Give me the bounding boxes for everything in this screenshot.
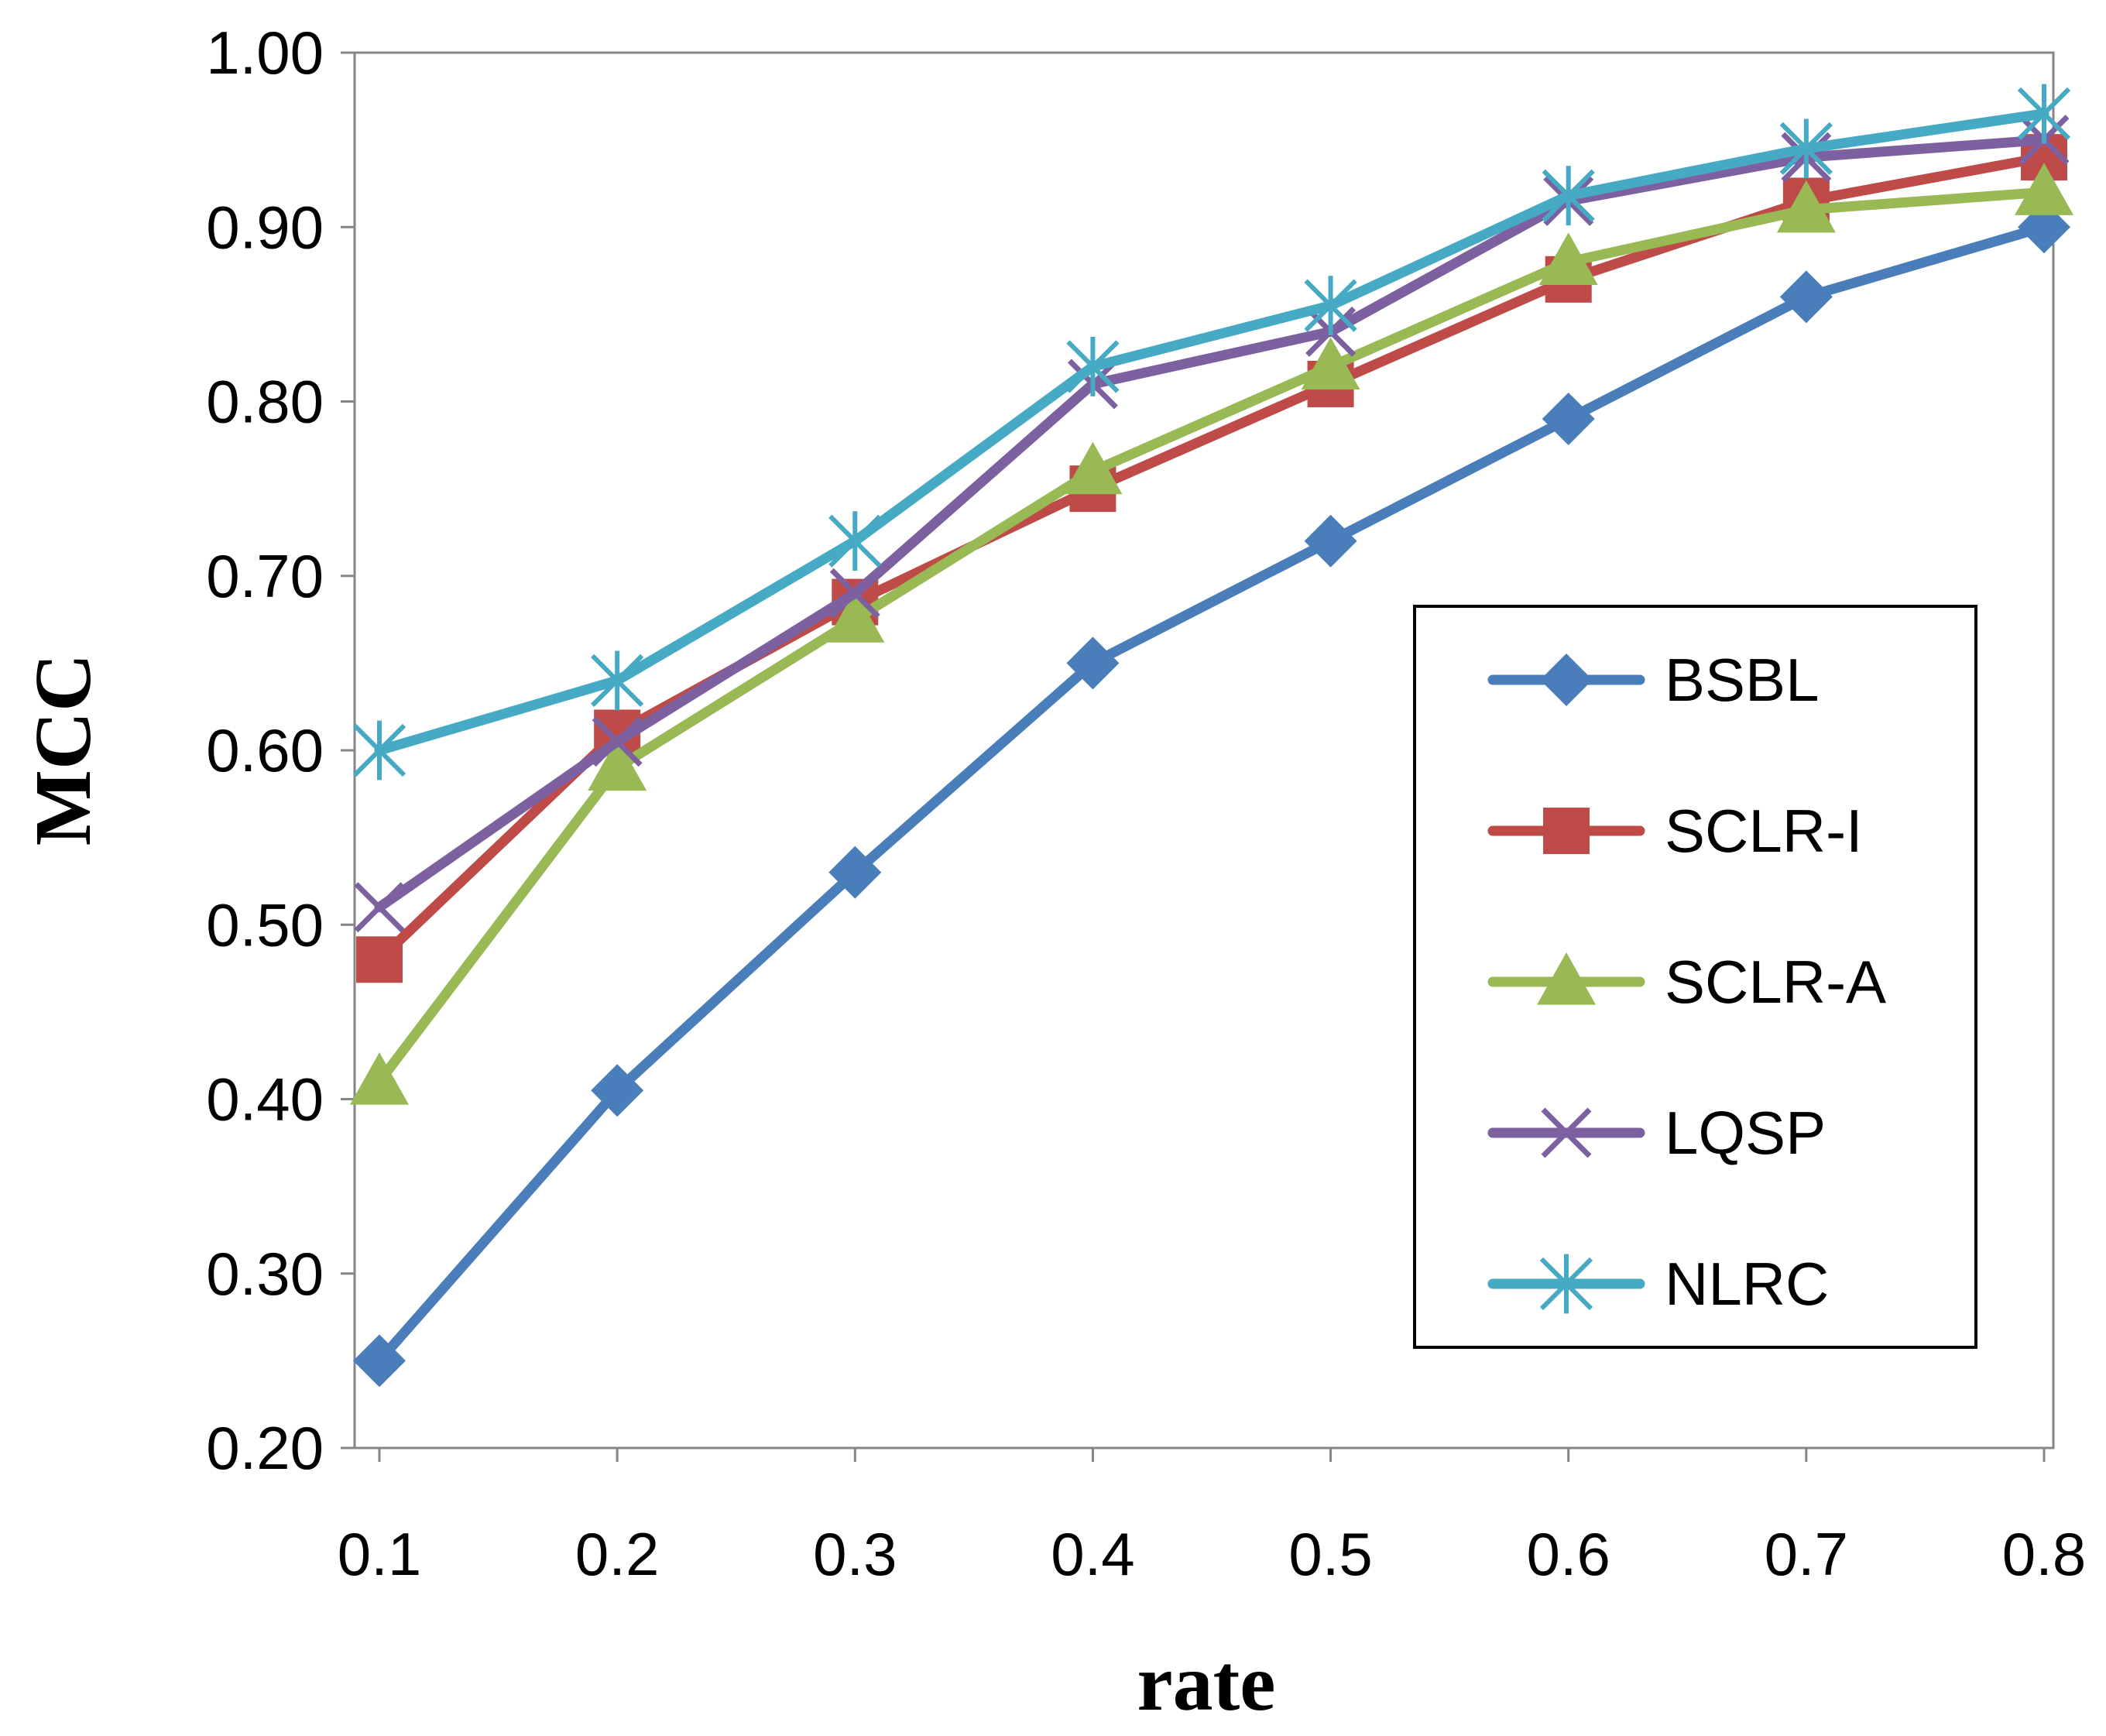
y-tick-label: 1.00 <box>206 19 324 87</box>
x-tick-label: 0.5 <box>1288 1520 1372 1588</box>
bsbl-point <box>591 1064 644 1117</box>
series-nlrc <box>352 84 2071 781</box>
legend: BSBL SCLR-I SCLR-A LQSP NLRC <box>1413 605 1977 1349</box>
nlrc-point <box>1542 166 1595 226</box>
legend-marker <box>1537 952 1596 1005</box>
legend-item-sclr-i: SCLR-I <box>1487 797 1863 865</box>
legend-label: NLRC <box>1665 1250 1829 1318</box>
x-tick-label: 0.7 <box>1765 1520 1848 1588</box>
lqsp-point <box>592 716 643 767</box>
sclr-a-point <box>1301 337 1360 390</box>
legend-marker <box>1539 1254 1593 1314</box>
legend-marker <box>1543 808 1590 854</box>
bsbl-point <box>1542 393 1595 446</box>
y-tick-label: 0.90 <box>206 193 324 261</box>
x-axis: 0.1 0.2 0.3 0.4 0.5 0.6 0.7 0.8 <box>338 1446 2086 1588</box>
y-tick-label: 0.50 <box>206 890 324 959</box>
x-tick-label: 0.2 <box>575 1520 659 1588</box>
sclr-a-point <box>1538 232 1598 285</box>
legend-items: BSBL SCLR-I SCLR-A LQSP NLRC <box>1487 646 1886 1318</box>
bsbl-point <box>1304 514 1357 568</box>
nlrc-point <box>1779 118 1833 179</box>
y-axis: 0.20 0.30 0.40 0.50 0.60 0.70 0.80 0.90 1.00 <box>206 19 356 1482</box>
series-bsbl <box>353 201 2070 1388</box>
nlrc-point <box>352 720 406 781</box>
bsbl-point <box>828 846 882 899</box>
sclr-i-point <box>356 936 403 983</box>
y-axis-title: MCC <box>19 654 108 846</box>
x-axis-title: rate <box>1137 1638 1276 1727</box>
series-sclr-a <box>350 163 2073 1105</box>
bsbl-point <box>353 1334 406 1388</box>
sclr-a-point <box>1776 180 1836 233</box>
bsbl-point <box>1066 636 1120 690</box>
x-tick-label: 0.4 <box>1051 1520 1134 1588</box>
legend-item-bsbl: BSBL <box>1487 646 1819 714</box>
sclr-a-point <box>2015 163 2073 215</box>
y-tick-label: 0.60 <box>206 716 324 784</box>
legend-item-sclr-a: SCLR-A <box>1487 948 1886 1016</box>
legend-marker <box>1540 654 1593 706</box>
sclr-a-point <box>350 1052 409 1105</box>
y-tick-label: 0.40 <box>206 1065 324 1134</box>
legend-marker <box>1541 1107 1592 1158</box>
legend-item-nlrc: NLRC <box>1487 1250 1829 1318</box>
lqsp-line <box>374 135 2049 913</box>
x-tick-label: 0.8 <box>2002 1520 2086 1588</box>
nlrc-point <box>1066 337 1120 396</box>
nlrc-line <box>374 108 2049 756</box>
legend-item-lqsp: LQSP <box>1487 1099 1826 1167</box>
sclr-a-line <box>374 187 2049 1087</box>
y-tick-label: 0.80 <box>206 368 324 436</box>
legend-label: BSBL <box>1665 646 1819 714</box>
y-tick-label: 0.70 <box>206 542 324 610</box>
nlrc-point <box>2017 84 2071 144</box>
series-layer <box>350 84 2073 1388</box>
legend-label: SCLR-I <box>1665 797 1863 865</box>
sclr-a-point <box>825 590 885 643</box>
lqsp-point <box>354 882 405 933</box>
legend-label: LQSP <box>1665 1099 1826 1167</box>
y-tick-label: 0.20 <box>206 1414 324 1482</box>
bsbl-point <box>1779 270 1833 324</box>
x-tick-label: 0.3 <box>813 1520 897 1588</box>
nlrc-point <box>1304 276 1357 336</box>
legend-label: SCLR-A <box>1665 948 1886 1016</box>
sclr-a-point <box>1063 441 1123 495</box>
sclr-a-point <box>588 738 647 791</box>
x-tick-label: 0.6 <box>1526 1520 1610 1588</box>
lqsp-point <box>829 568 880 619</box>
x-tick-label: 0.1 <box>338 1520 421 1588</box>
bsbl-line <box>374 221 2049 1366</box>
nlrc-point <box>591 650 644 711</box>
y-tick-label: 0.30 <box>206 1240 324 1308</box>
nlrc-point <box>828 511 882 571</box>
